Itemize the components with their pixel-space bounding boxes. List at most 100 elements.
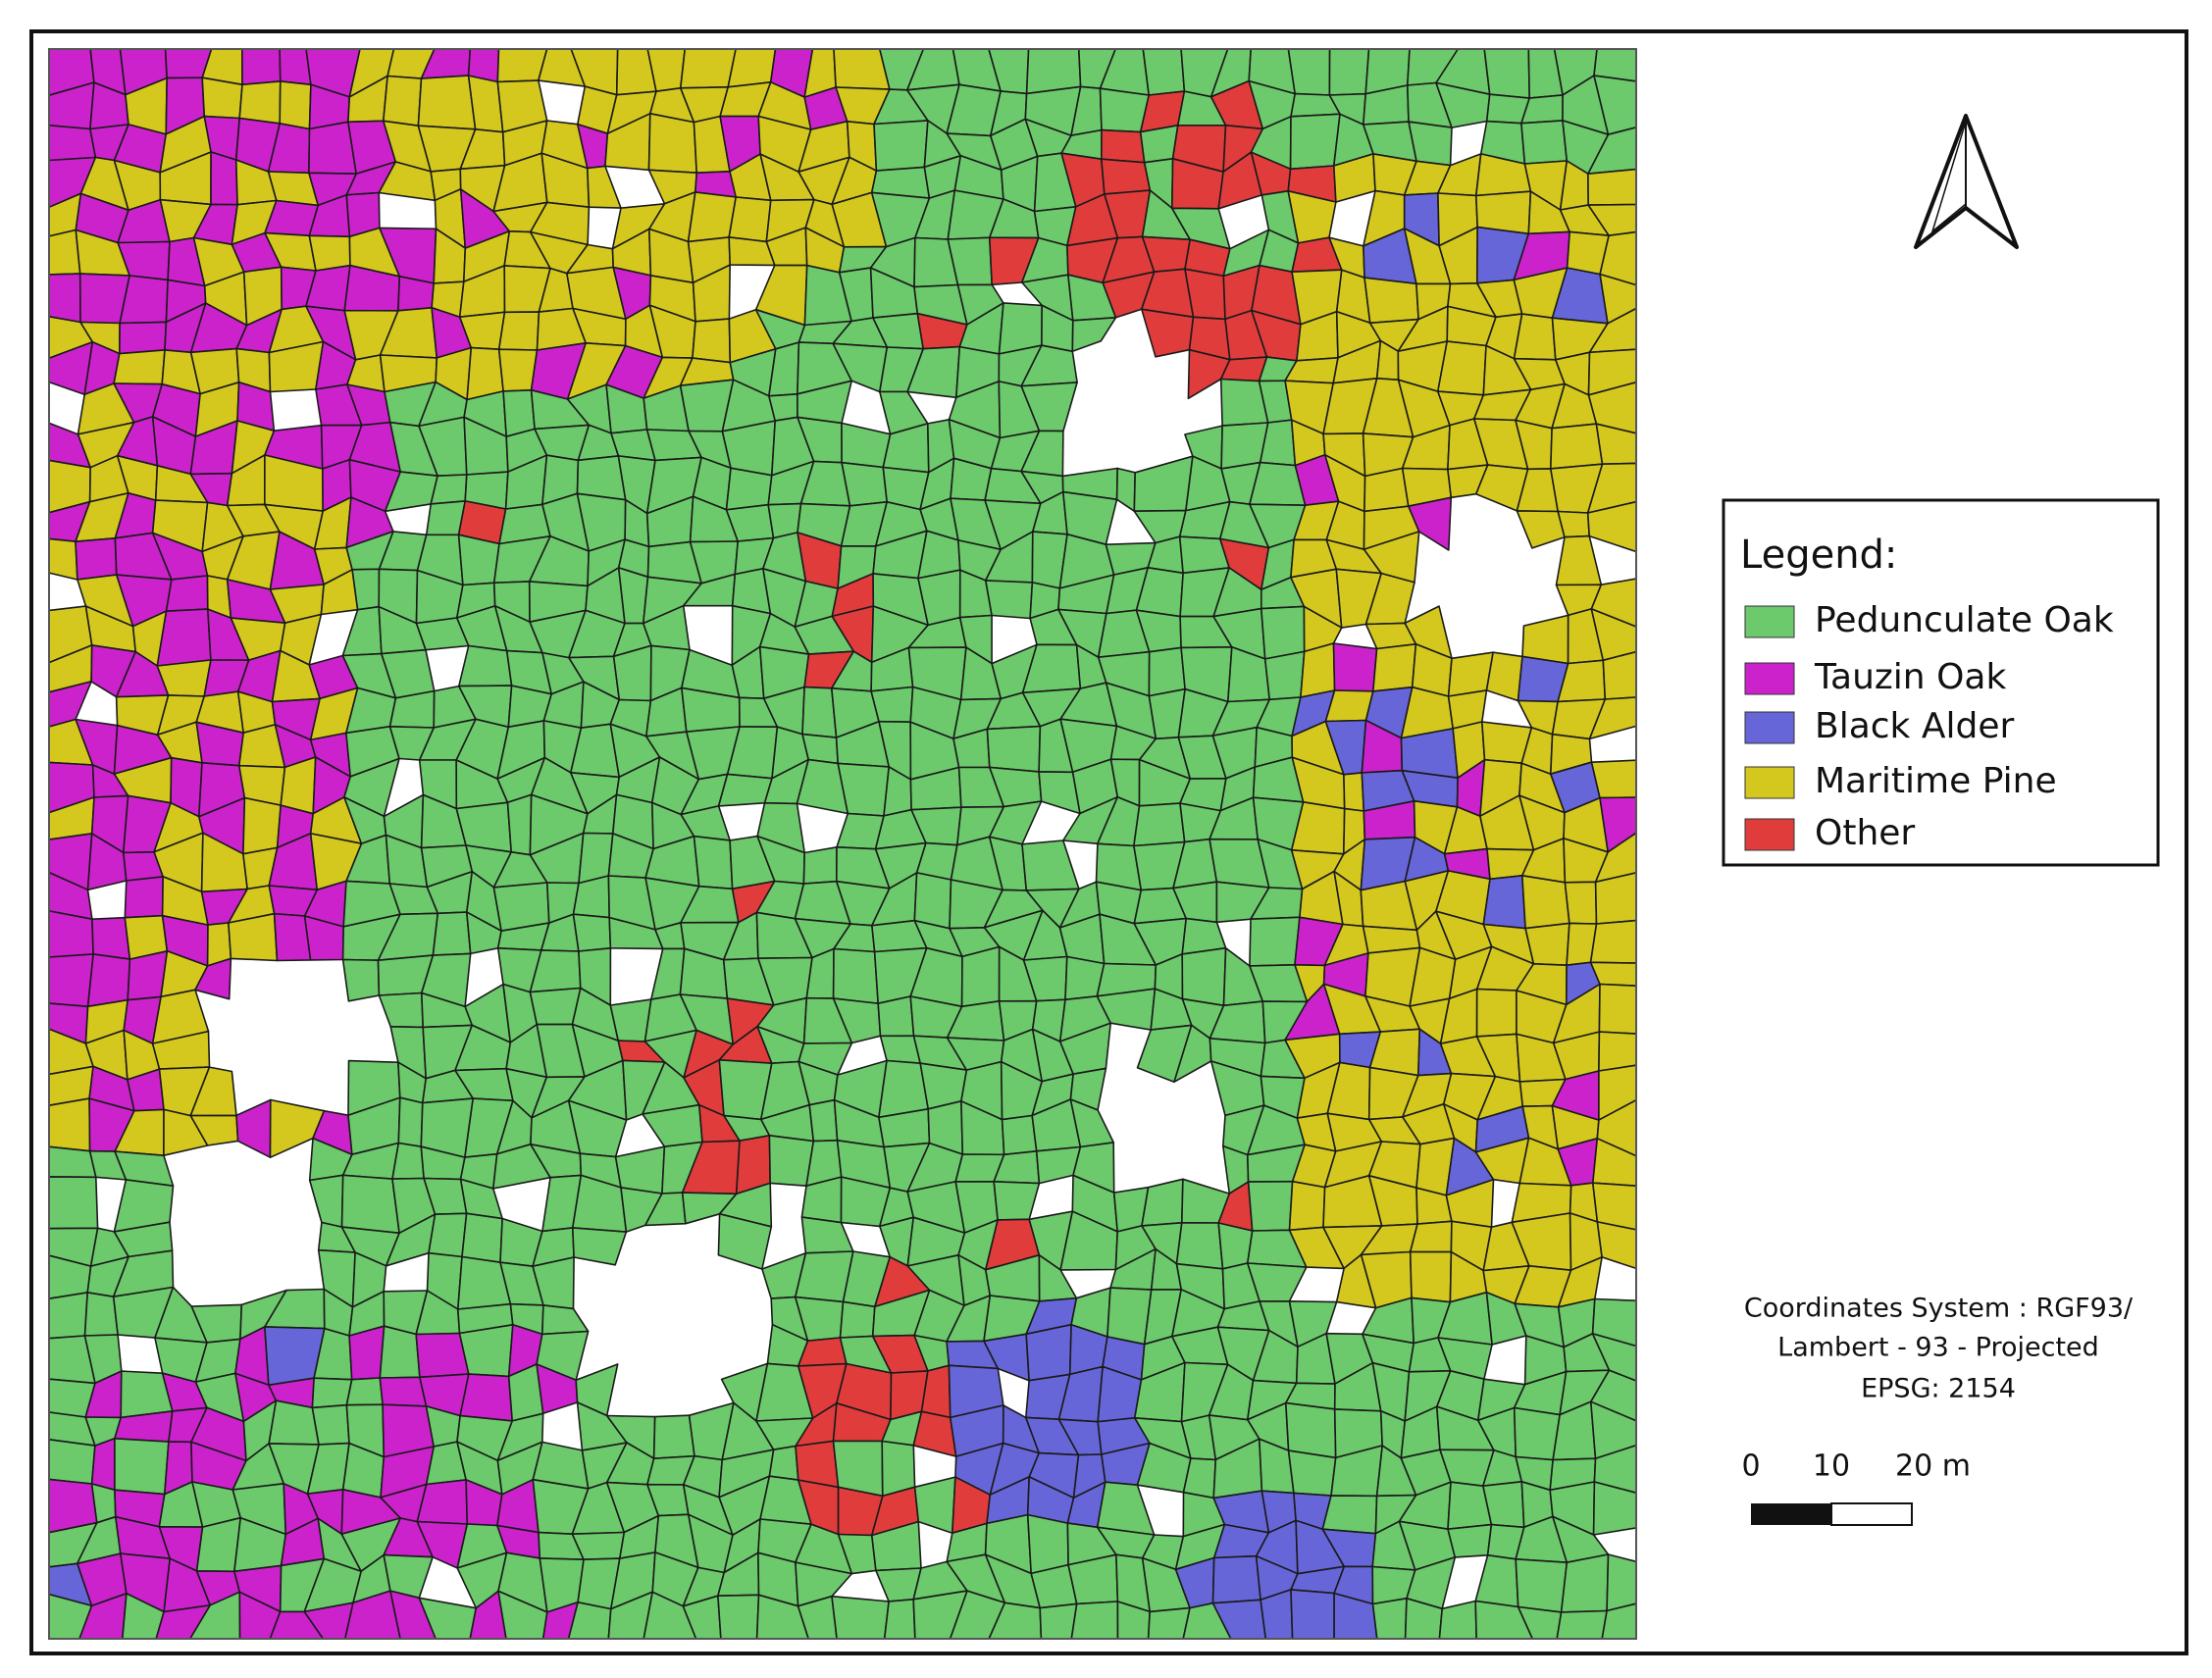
legend-label: Tauzin Oak (1814, 657, 2006, 697)
tree-crown (1300, 642, 1336, 698)
map-area (48, 48, 1637, 1640)
tree-crown (1288, 1180, 1326, 1232)
tree-crown (1287, 48, 1331, 96)
tree-crown (1106, 1287, 1153, 1346)
scale-bar-black (1751, 1503, 1831, 1525)
scale-bar: 0 10 20 m (1741, 1449, 1971, 1526)
tree-crown (1039, 1602, 1078, 1640)
tree-crown (1290, 1589, 1335, 1640)
tree-crown (417, 75, 477, 130)
tree-crown (687, 191, 737, 243)
tree-crown (572, 1227, 628, 1266)
legend-swatch (1744, 766, 1795, 799)
legend-swatch (1744, 662, 1795, 695)
tree-crown (241, 48, 282, 86)
tree-crown (1133, 802, 1186, 847)
tree-crown (113, 349, 166, 385)
legend: Legend: Pedunculate Oak Tauzin Oak Black A… (1722, 498, 2160, 867)
north-arrow (1914, 114, 2019, 249)
tree-crown (432, 911, 472, 956)
tree-crown (832, 947, 879, 1004)
tree-crown (90, 1483, 117, 1524)
tree-crown (506, 793, 533, 856)
tree-crown (268, 1399, 320, 1446)
legend-label: Black Alder (1815, 706, 2014, 746)
tree-crown (1400, 728, 1459, 779)
tree-crown (379, 1325, 421, 1379)
tree-crown (1026, 1513, 1069, 1575)
tree-crown (242, 796, 282, 855)
tree-crown (725, 467, 773, 511)
tree-crown (1524, 922, 1570, 966)
tree-crown (1606, 1553, 1637, 1612)
legend-label: Maritime Pine (1815, 761, 2057, 801)
tree-crown (201, 76, 243, 120)
tree-crown (728, 196, 772, 243)
tree-crown (693, 835, 734, 890)
legend-box (1722, 498, 2160, 867)
tree-crown (1372, 643, 1417, 692)
tree-crown (1513, 1406, 1561, 1461)
tree-crown (165, 575, 209, 612)
tree-crown (831, 1595, 890, 1640)
tree-crown (48, 1097, 91, 1152)
tree-crown (228, 912, 279, 962)
tree-crown (194, 957, 232, 1000)
tree-crown (652, 1414, 695, 1459)
tree-crown (1101, 158, 1152, 195)
tree-crown (48, 273, 81, 324)
tree-crown (48, 1292, 88, 1340)
tree-crown (383, 75, 423, 127)
tree-crown (340, 1174, 400, 1235)
tree-crown (986, 725, 1042, 773)
tree-crown (1363, 277, 1419, 325)
tree-crown (48, 537, 78, 581)
tree-crown (1482, 875, 1526, 930)
tree-crown (397, 1096, 424, 1147)
scale-label: 10 (1813, 1449, 1850, 1484)
tree-crown (873, 120, 929, 172)
tree-crown (345, 1377, 384, 1406)
tree-crown (1409, 1250, 1453, 1303)
tree-crown (83, 1292, 119, 1337)
tree-crown (1328, 48, 1370, 96)
tree-crown (1590, 759, 1637, 799)
tree-crown (1594, 872, 1637, 925)
tree-crown (717, 773, 773, 807)
tree-crown (397, 276, 435, 312)
map-frame (48, 48, 1637, 1640)
tree-crown (985, 580, 1034, 620)
tree-crown (457, 534, 500, 586)
tree-crown (1598, 983, 1637, 1035)
tree-crown (680, 48, 737, 89)
tree-crown (1560, 1553, 1610, 1613)
tree-crown (1247, 1180, 1294, 1232)
tree-crown (48, 1176, 99, 1230)
legend-swatch (1744, 605, 1795, 638)
legend-items: Pedunculate Oak Tauzin Oak Black Alder Mari… (1744, 600, 2114, 853)
tree-crown (1324, 689, 1374, 723)
tree-crown (1598, 1031, 1637, 1072)
tree-crown (156, 608, 212, 667)
tree-crown (351, 568, 381, 611)
tree-crown (48, 910, 94, 958)
tree-crown (1521, 875, 1570, 930)
crs-line: EPSG: 2154 (1861, 1374, 2016, 1404)
tree-crown (379, 1376, 428, 1407)
tree-crown (210, 151, 238, 206)
tree-crown (960, 945, 1001, 1008)
tree-crown (1071, 317, 1117, 353)
tree-crown (75, 537, 118, 581)
tree-crown (1409, 1220, 1453, 1253)
tree-crown (308, 234, 351, 272)
tree-crown (1587, 168, 1637, 206)
tree-crown (877, 995, 915, 1038)
tree-crown (717, 1594, 760, 1640)
tree-crown (801, 686, 838, 738)
crs-line: Lambert - 93 - Projected (1777, 1333, 2099, 1363)
tree-crown (238, 80, 282, 125)
tree-crown (1513, 313, 1557, 361)
tree-crown (1025, 1323, 1072, 1382)
tree-crown (1564, 881, 1598, 925)
tree-crown (1070, 1601, 1119, 1640)
